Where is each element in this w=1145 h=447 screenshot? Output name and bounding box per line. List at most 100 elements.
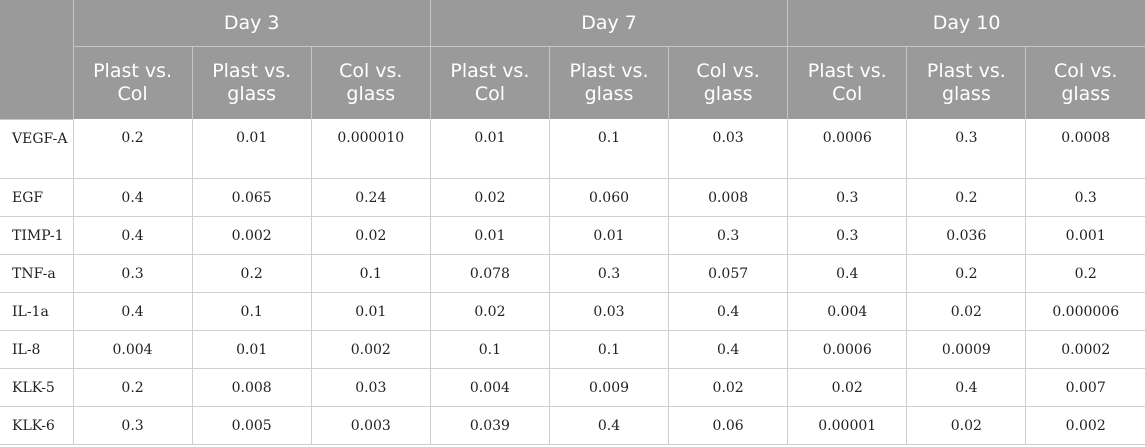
table-cell: 0.2 (906, 178, 1027, 217)
table-cell: 0.4 (73, 292, 193, 331)
group-header-day-7: Day 7 (430, 0, 789, 47)
table-cell: 0.3 (906, 119, 1027, 179)
subheader-plast-vs-col: Plast vs. Col (73, 46, 193, 119)
table-cell: 0.060 (549, 178, 670, 217)
table-cell: 0.000006 (1025, 292, 1145, 331)
table-cell: 0.02 (906, 406, 1027, 445)
table-cell: 0.4 (906, 368, 1027, 407)
table-cell: 0.000010 (311, 119, 431, 179)
table-cell: 0.4 (787, 254, 908, 293)
table-cell: 0.1 (549, 119, 670, 179)
table-cell: 0.4 (73, 178, 193, 217)
table-row: KLK-6 0.3 0.005 0.003 0.039 0.4 0.06 0.00001 0.0… (0, 406, 1145, 445)
table-row: KLK-5 0.2 0.008 0.03 0.004 0.009 0.02 0.02 0.4 0.… (0, 368, 1145, 407)
table-cell: 0.0002 (1025, 330, 1145, 369)
table-cell: 0.3 (549, 254, 670, 293)
table-cell: 0.1 (311, 254, 431, 293)
table-header: Day 3 Day 7 Day 10 Plast vs. Col Plast v… (0, 0, 1145, 120)
table-row: VEGF-A 0.2 0.01 0.000010 0.01 0.1 0.03 0.0006 0.… (0, 119, 1145, 179)
table-cell: 0.01 (192, 119, 312, 179)
table-cell: 0.03 (668, 119, 789, 179)
table-cell: 0.4 (668, 292, 789, 331)
group-header-day-10: Day 10 (787, 0, 1145, 47)
table-cell: 0.1 (430, 330, 550, 369)
table-cell: 0.2 (1025, 254, 1145, 293)
table-cell: 0.02 (787, 368, 908, 407)
table-cell: 0.03 (549, 292, 670, 331)
row-label: IL-8 (0, 330, 74, 369)
table-cell: 0.001 (1025, 216, 1145, 255)
table-cell: 0.003 (311, 406, 431, 445)
table-cell: 0.2 (73, 368, 193, 407)
table-cell: 0.01 (430, 216, 550, 255)
row-label: VEGF-A (0, 119, 74, 179)
table-row: TNF-a 0.3 0.2 0.1 0.078 0.3 0.057 0.4 0.2 0.2 (0, 254, 1145, 293)
table-cell: 0.008 (192, 368, 312, 407)
table-cell: 0.004 (73, 330, 193, 369)
corner-cell (0, 0, 74, 120)
table-cell: 0.2 (906, 254, 1027, 293)
table-cell: 0.002 (192, 216, 312, 255)
table-cell: 0.2 (192, 254, 312, 293)
table-row: EGF 0.4 0.065 0.24 0.02 0.060 0.008 0.3 0.2 0.3 (0, 178, 1145, 217)
table-row: TIMP-1 0.4 0.002 0.02 0.01 0.01 0.3 0.3 0.036 0.0… (0, 216, 1145, 255)
table-cell: 0.004 (787, 292, 908, 331)
table-cell: 0.3 (73, 406, 193, 445)
table-cell: 0.1 (549, 330, 670, 369)
table-cell: 0.02 (906, 292, 1027, 331)
group-header-day-3: Day 3 (73, 0, 431, 47)
table-cell: 0.3 (787, 178, 908, 217)
row-label: IL-1a (0, 292, 74, 331)
table-cell: 0.039 (430, 406, 550, 445)
table-cell: 0.01 (192, 330, 312, 369)
table-cell: 0.06 (668, 406, 789, 445)
table-cell: 0.02 (430, 178, 550, 217)
row-label: KLK-6 (0, 406, 74, 445)
table-cell: 0.002 (1025, 406, 1145, 445)
table-cell: 0.007 (1025, 368, 1145, 407)
table-cell: 0.4 (668, 330, 789, 369)
table-cell: 0.02 (668, 368, 789, 407)
table-cell: 0.00001 (787, 406, 908, 445)
row-label: KLK-5 (0, 368, 74, 407)
table-cell: 0.002 (311, 330, 431, 369)
table-cell: 0.3 (73, 254, 193, 293)
table-cell: 0.0006 (787, 119, 908, 179)
table-cell: 0.065 (192, 178, 312, 217)
table-cell: 0.0008 (1025, 119, 1145, 179)
table-cell: 0.009 (549, 368, 670, 407)
subheader-col-vs-glass: Col vs. glass (1025, 46, 1145, 119)
table-cell: 0.02 (311, 216, 431, 255)
subheader-plast-vs-glass: Plast vs. glass (549, 46, 670, 119)
table-cell: 0.02 (430, 292, 550, 331)
table-cell: 0.0006 (787, 330, 908, 369)
table-cell: 0.1 (192, 292, 312, 331)
subheader-plast-vs-col: Plast vs. Col (787, 46, 908, 119)
subheader-plast-vs-glass: Plast vs. glass (906, 46, 1027, 119)
table-cell: 0.24 (311, 178, 431, 217)
row-label: EGF (0, 178, 74, 217)
subheader-col-vs-glass: Col vs. glass (668, 46, 789, 119)
table-cell: 0.078 (430, 254, 550, 293)
row-label: TNF-a (0, 254, 74, 293)
table-cell: 0.01 (549, 216, 670, 255)
table-cell: 0.008 (668, 178, 789, 217)
table-cell: 0.2 (73, 119, 193, 179)
table-cell: 0.004 (430, 368, 550, 407)
subheader-plast-vs-col: Plast vs. Col (430, 46, 550, 119)
table-cell: 0.01 (311, 292, 431, 331)
table-cell: 0.036 (906, 216, 1027, 255)
table-cell: 0.3 (787, 216, 908, 255)
table-cell: 0.01 (430, 119, 550, 179)
table-cell: 0.4 (73, 216, 193, 255)
table-body: VEGF-A 0.2 0.01 0.000010 0.01 0.1 0.03 0.0006 0.… (0, 119, 1145, 445)
table-cell: 0.3 (668, 216, 789, 255)
table-row: IL-8 0.004 0.01 0.002 0.1 0.1 0.4 0.0006 0.0009 0… (0, 330, 1145, 369)
subheader-plast-vs-glass: Plast vs. glass (192, 46, 312, 119)
table-cell: 0.057 (668, 254, 789, 293)
table-cell: 0.4 (549, 406, 670, 445)
table-cell: 0.3 (1025, 178, 1145, 217)
subheader-col-vs-glass: Col vs. glass (311, 46, 431, 119)
table-cell: 0.03 (311, 368, 431, 407)
